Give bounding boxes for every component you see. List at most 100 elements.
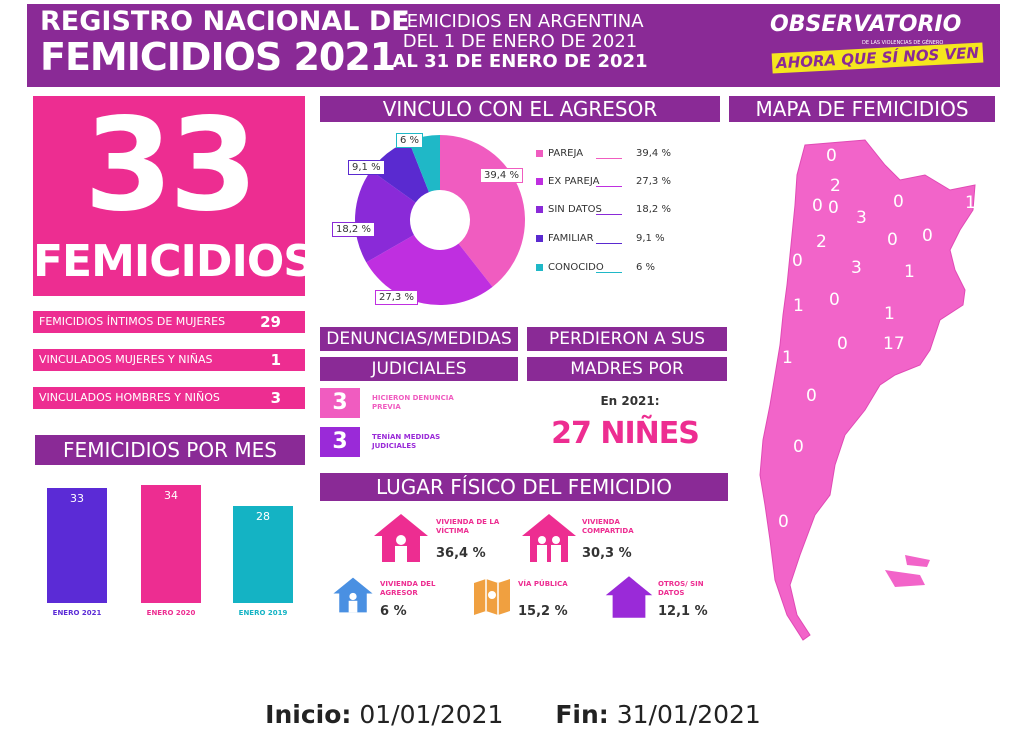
header-subtitle-line1: FEMICIDIOS EN ARGENTINA [396,11,644,32]
legend-swatch [536,206,543,213]
donut-slice-label: 27,3 % [375,290,418,305]
total-label: FEMICIDIOS [33,236,315,287]
monthly-chart-title: FEMICIDIOS POR MES [35,435,305,465]
breakdown-value: 1 [270,351,281,369]
legend-swatch [536,264,543,271]
vinculo-title: VINCULO CON EL AGRESOR [320,96,720,122]
denuncias-label: HICIERON DENUNCIA PREVIA [372,394,454,411]
legend-leader [596,158,622,159]
lugar-label: VÍA PÚBLICA [518,580,568,588]
madres-count: 27 NIÑES [551,416,700,451]
month-value-label: 28 [256,509,270,523]
legend-swatch [536,150,543,157]
legend-percent: 6 % [636,262,656,273]
legend-leader [596,214,622,215]
donut-slice-label: 39,4 % [480,168,523,183]
denuncias-label: TENÍAN MEDIDAS JUDICIALES [372,433,441,450]
monthly-bar-chart: 33 ENERO 2021 34 ENERO 2020 28 ENERO 2019 [35,470,305,630]
header-subtitle: FEMICIDIOS EN ARGENTINA DEL 1 DE ENERO D… [380,12,660,72]
denuncias-count: 3 [320,427,360,457]
denuncias-title-line1: DENUNCIAS/MEDIDAS [320,327,518,351]
province-count: 0 [887,230,898,250]
province-count: 0 [837,334,848,354]
vinculo-donut-chart [355,135,525,305]
header-subtitle-line3: AL 31 DE ENERO DE 2021 [392,51,648,72]
donut-slice-label: 6 % [396,133,424,148]
breakdown-label: FEMICIDIOS ÍNTIMOS DE MUJERES [39,315,226,328]
lugar-label: VIVIENDA COMPARTIDA [582,518,634,535]
month-category-label: ENERO 2019 [238,609,288,617]
denuncias-title-line2: JUDICIALES [320,357,518,381]
legend-percent: 18,2 % [636,204,671,215]
madres-title-line2: MADRES POR FEMICIDIO [527,357,727,403]
map-island [905,555,930,567]
province-count: 0 [893,192,904,212]
donut-slice [366,234,493,305]
legend-name: EX PAREJA [548,176,600,187]
lugar-label: VIVIENDA DE LA VÍCTIMA [436,518,500,535]
lugar-pct: 6 % [380,604,407,619]
month-category-label: ENERO 2020 [146,609,196,617]
map-island [885,570,925,587]
month-bar [141,485,201,603]
legend-leader [596,243,622,244]
province-count: 1 [793,296,804,316]
map-icon [474,579,510,615]
house-empty-icon [605,576,653,618]
house-person-icon [374,514,428,562]
province-count: 0 [806,386,817,406]
map-title: MAPA DE FEMICIDIOS [729,96,995,122]
month-bar [233,505,293,603]
argentina-map [759,139,976,641]
map-shape [759,139,976,641]
month-bar [47,488,107,603]
legend-name: SIN DATOS [548,204,602,215]
legend-percent: 9,1 % [636,233,665,244]
header-banner [27,4,1000,87]
province-count: 3 [856,208,867,228]
donut-slice-label: 18,2 % [332,222,375,237]
province-count: 1 [884,304,895,324]
madres-year-label: En 2021: [600,394,660,408]
legend-percent: 27,3 % [636,176,671,187]
breakdown-row: VINCULADOS HOMBRES Y NIÑOS 3 [33,387,305,409]
org-logo-name: OBSERVATORIO [770,12,962,37]
donut-slice-label: 9,1 % [348,160,385,175]
province-count: 0 [826,146,837,166]
header-title-line2: FEMICIDIOS 2021 [40,35,396,79]
lugar-pct: 36,4 % [436,546,486,561]
end-value: 31/01/2021 [616,700,761,729]
total-box [33,96,305,296]
legend-swatch [536,178,543,185]
donut-slice [408,135,440,193]
header-subtitle-line2: DEL 1 DE ENERO DE 2021 [402,31,638,52]
start-value: 01/01/2021 [359,700,504,729]
province-count: 0 [828,198,839,218]
lugar-label: VIVIENDA DEL AGRESOR [380,580,436,597]
province-count: 3 [851,258,862,278]
org-logo-small: DE LAS VIOLENCIAS DE GÉNERO [862,40,944,46]
province-count: 2 [816,232,827,252]
legend-name: PAREJA [548,148,584,159]
breakdown-label: VINCULADOS MUJERES Y NIÑAS [39,353,213,366]
province-count: 1 [782,348,793,368]
breakdown-row: FEMICIDIOS ÍNTIMOS DE MUJERES 29 [33,311,305,333]
month-value-label: 33 [70,492,84,506]
province-count: 0 [812,196,823,216]
lugar-pct: 12,1 % [658,604,708,619]
province-count: 0 [829,290,840,310]
date-range: Inicio: 01/01/2021 Fin: 31/01/2021 [0,700,1026,729]
province-count: 1 [965,193,976,213]
legend-swatch [536,235,543,242]
lugar-pct: 15,2 % [518,604,568,619]
breakdown-label: VINCULADOS HOMBRES Y NIÑOS [39,391,220,404]
legend-leader [596,272,622,273]
lugar-pct: 30,3 % [582,546,632,561]
province-count: 0 [793,437,804,457]
month-value-label: 34 [164,489,178,502]
breakdown-value: 3 [270,389,281,407]
legend-name: CONOCIDO [548,262,604,273]
breakdown-row: VINCULADOS MUJERES Y NIÑAS 1 [33,349,305,371]
legend-name: FAMILIAR [548,233,594,244]
header-title-line1: REGISTRO NACIONAL DE [40,6,410,37]
